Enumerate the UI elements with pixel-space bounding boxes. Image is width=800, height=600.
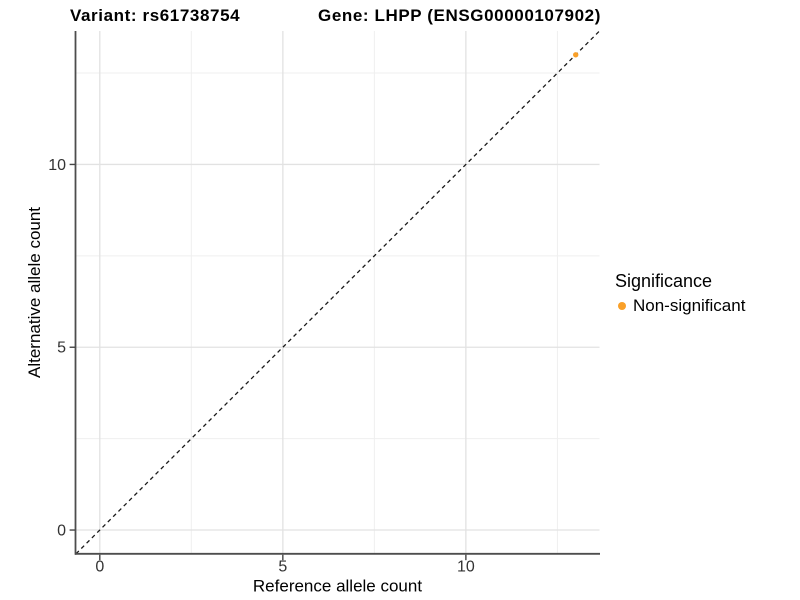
data-point-non-significant (573, 52, 579, 58)
legend-point-icon (618, 302, 626, 310)
x-axis-title: Reference allele count (253, 577, 422, 596)
plot-title-gene: Gene: LHPP (ENSG00000107902) (318, 6, 601, 25)
y-tick-label: 10 (48, 157, 66, 174)
plot-marks (75, 30, 600, 555)
identity-line (75, 30, 600, 555)
legend-item-non-significant: Non-significant (615, 295, 745, 317)
plot-title-variant: Variant: rs61738754 (70, 6, 240, 25)
axis-tick-labels: 0 5 10 0 5 10 (48, 157, 475, 576)
y-tick-label: 0 (57, 523, 66, 540)
legend-title: Significance (615, 271, 713, 291)
major-gridlines (76, 31, 600, 554)
x-tick-label: 5 (278, 559, 287, 576)
minor-gridlines (76, 31, 600, 554)
y-axis-title: Alternative allele count (25, 207, 44, 378)
x-tick-label: 10 (457, 559, 475, 576)
x-tick-label: 0 (95, 559, 104, 576)
y-tick-label: 5 (57, 340, 66, 357)
legend: Significance Non-significant (615, 271, 745, 317)
axis-tick-marks (69, 163, 467, 561)
legend-item-label: Non-significant (633, 296, 746, 315)
